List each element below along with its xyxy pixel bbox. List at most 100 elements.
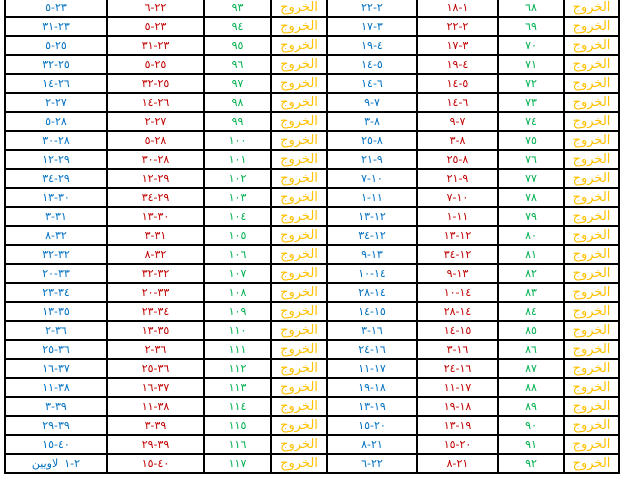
left-day-number-text: ١١٤ xyxy=(228,400,247,413)
left-end-ref: ١٦-٣٧ xyxy=(4,358,108,379)
right-day-number-text: ٧٣ xyxy=(525,96,537,109)
right-book-name: الخروج xyxy=(563,282,620,303)
right-day-number-text: ٧٧ xyxy=(525,172,537,185)
right-book-name-text: الخروج xyxy=(572,76,611,91)
left-day-number: ١٠٢ xyxy=(203,168,272,189)
left-start-ref-text: ٣١-٢٣ xyxy=(141,39,170,52)
left-day-number: ١٠٩ xyxy=(203,301,272,322)
right-day-number-text: ٧٩ xyxy=(525,210,537,223)
right-book-name-text: الخروج xyxy=(572,247,611,262)
right-day-number-text: ٨٢ xyxy=(525,267,537,280)
table-row: ١٣-٣٠ ٣٤-٢٩ ١٠٣ الخروج ١-١١ ٧-١٠ ٧٨ الخروج xyxy=(4,187,620,208)
left-day-number: ٩٤ xyxy=(203,16,272,37)
table-row: ٣١-٢٣ ٥-٢٣ ٩٤ الخروج ١٧-٣ ٢٢-٢ ٦٩ الخروج xyxy=(4,16,620,37)
left-end-ref: ٢٩-٣٩ xyxy=(4,415,108,436)
right-book-name: الخروج xyxy=(563,320,620,341)
right-start-ref: ١٣-١٩ xyxy=(416,415,499,436)
left-book-name: الخروج xyxy=(270,301,328,322)
right-start-ref-text: ١٨-١ xyxy=(446,1,469,14)
left-book-name-text: الخروج xyxy=(280,57,318,72)
right-start-ref: ٢٤-١٦ xyxy=(416,358,499,379)
left-start-ref: ٦-٢٢ xyxy=(106,0,205,18)
right-day-number: ٦٨ xyxy=(497,0,565,18)
table-row: ٣٠-٢٨ ٥-٢٨ ١٠٠ الخروج ٢٥-٨ ٣-٨ ٧٥ الخروج xyxy=(4,130,620,151)
right-day-number-text: ٨٥ xyxy=(525,324,537,337)
right-end-ref: ١٩-١٨ xyxy=(326,377,418,398)
right-end-ref: ٩-١٣ xyxy=(326,244,418,265)
left-book-name-text: الخروج xyxy=(280,437,318,452)
right-book-name: الخروج xyxy=(563,339,620,360)
right-day-number-text: ٦٩ xyxy=(525,20,537,33)
right-book-name: الخروج xyxy=(563,54,620,75)
left-end-ref-text: ٣-٣١ xyxy=(45,210,67,223)
table-row: ١٦-٣٧ ٢٥-٣٦ ١١٢ الخروج ١١-١٧ ٢٤-١٦ ٨٧ الخروج xyxy=(4,358,620,379)
right-day-number-text: ٨٨ xyxy=(525,381,537,394)
right-book-name-text: الخروج xyxy=(572,95,611,110)
right-day-number: ٧٠ xyxy=(497,35,565,56)
right-end-ref-text: ١٤-٥ xyxy=(361,58,383,71)
right-end-ref: ٢١-٩ xyxy=(326,149,418,170)
right-book-name-text: الخروج xyxy=(572,57,611,72)
right-start-ref: ١١-١٧ xyxy=(416,377,499,398)
left-day-number-text: ١٠٤ xyxy=(228,210,247,223)
left-day-number-text: ١١٦ xyxy=(228,438,247,451)
right-book-name-text: الخروج xyxy=(572,266,611,281)
right-start-ref-text: ١١-١٧ xyxy=(443,381,472,394)
left-book-name: الخروج xyxy=(270,187,328,208)
right-end-ref-text: ٢١-٩ xyxy=(361,153,383,166)
left-start-ref: ٣-٣٩ xyxy=(106,415,205,436)
left-end-ref: لاويين ١-٢ xyxy=(4,453,108,474)
left-day-number-text: ١٠٦ xyxy=(228,248,247,261)
right-start-ref: ٢٢-٢ xyxy=(416,16,499,37)
left-start-ref: ٥-٢٥ xyxy=(106,54,205,75)
left-end-ref: ٣٠-٢٨ xyxy=(4,130,108,151)
left-end-ref-text: ٣٢-٢٥ xyxy=(42,58,70,71)
right-book-name: الخروج xyxy=(563,377,620,398)
left-day-number: ١١٣ xyxy=(203,377,272,398)
left-end-ref: ٢-٢٧ xyxy=(4,92,108,113)
right-book-name-text: الخروج xyxy=(572,0,611,15)
right-end-ref-text: ٣٤-١٢ xyxy=(358,229,386,242)
left-start-ref-text: ٣٠-٢٨ xyxy=(141,153,170,166)
left-start-ref: ١٤-٢٦ xyxy=(106,92,205,113)
left-day-number-text: ٩٥ xyxy=(231,39,244,52)
right-end-ref-text: ١٤-١٥ xyxy=(358,305,386,318)
left-end-ref-text: ١٣-٣٠ xyxy=(42,191,70,204)
right-book-name-text: الخروج xyxy=(572,361,611,376)
left-end-ref: ١٣-٣٥ xyxy=(4,301,108,322)
right-start-ref: ١٣-١٢ xyxy=(416,225,499,246)
left-start-ref: ٢٩-٣٩ xyxy=(106,434,205,455)
right-end-ref: ٣٤-١٢ xyxy=(326,225,418,246)
left-day-number-text: ١٠٢ xyxy=(228,172,247,185)
right-end-ref-text: ٩-٧ xyxy=(364,96,380,109)
right-end-ref-text: ١٧-٣ xyxy=(361,20,383,33)
left-end-ref: ٣-٣٩ xyxy=(4,396,108,417)
left-end-ref-text: ٣-٣٩ xyxy=(45,400,67,413)
left-start-ref-text: ٣٤-٢٩ xyxy=(141,191,170,204)
right-end-ref-text: ٣-٨ xyxy=(364,115,380,128)
table-row: ٢٥-٣٦ ٢-٣٦ ١١١ الخروج ٢٤-١٦ ٣-١٦ ٨٦ الخروج xyxy=(4,339,620,360)
left-book-name-text: الخروج xyxy=(280,399,318,414)
left-end-ref: ٢٣-٣٤ xyxy=(4,282,108,303)
right-start-ref: ١٤-٥ xyxy=(416,73,499,94)
left-book-name: الخروج xyxy=(270,377,328,398)
right-end-ref-text: ٢٥-٨ xyxy=(361,134,383,147)
right-start-ref: ٧-١٠ xyxy=(416,187,499,208)
left-day-number-text: ١٠١ xyxy=(228,153,247,166)
left-start-ref: ٣٢-٢٥ xyxy=(106,73,205,94)
right-end-ref-text: ١٠-١٤ xyxy=(358,267,386,280)
left-book-name: الخروج xyxy=(270,263,328,284)
right-day-number-text: ٨٦ xyxy=(525,343,537,356)
left-end-ref-text: ٥-٢٣ xyxy=(45,1,67,14)
left-book-name: الخروج xyxy=(270,73,328,94)
left-end-ref-text: ٣٢-٣٢ xyxy=(42,248,70,261)
right-end-ref: ٧-١٠ xyxy=(326,168,418,189)
left-day-number: ١٠٧ xyxy=(203,263,272,284)
left-end-ref: ١٢-٢٩ xyxy=(4,149,108,170)
left-start-ref: ٨-٣٢ xyxy=(106,244,205,265)
left-day-number-text: ١١٣ xyxy=(228,381,247,394)
right-day-number-text: ٨٧ xyxy=(525,362,537,375)
right-end-ref-text: ١-١١ xyxy=(361,191,383,204)
left-start-ref-text: ٣٢-٣٢ xyxy=(141,267,170,280)
right-book-name-text: الخروج xyxy=(572,456,611,471)
